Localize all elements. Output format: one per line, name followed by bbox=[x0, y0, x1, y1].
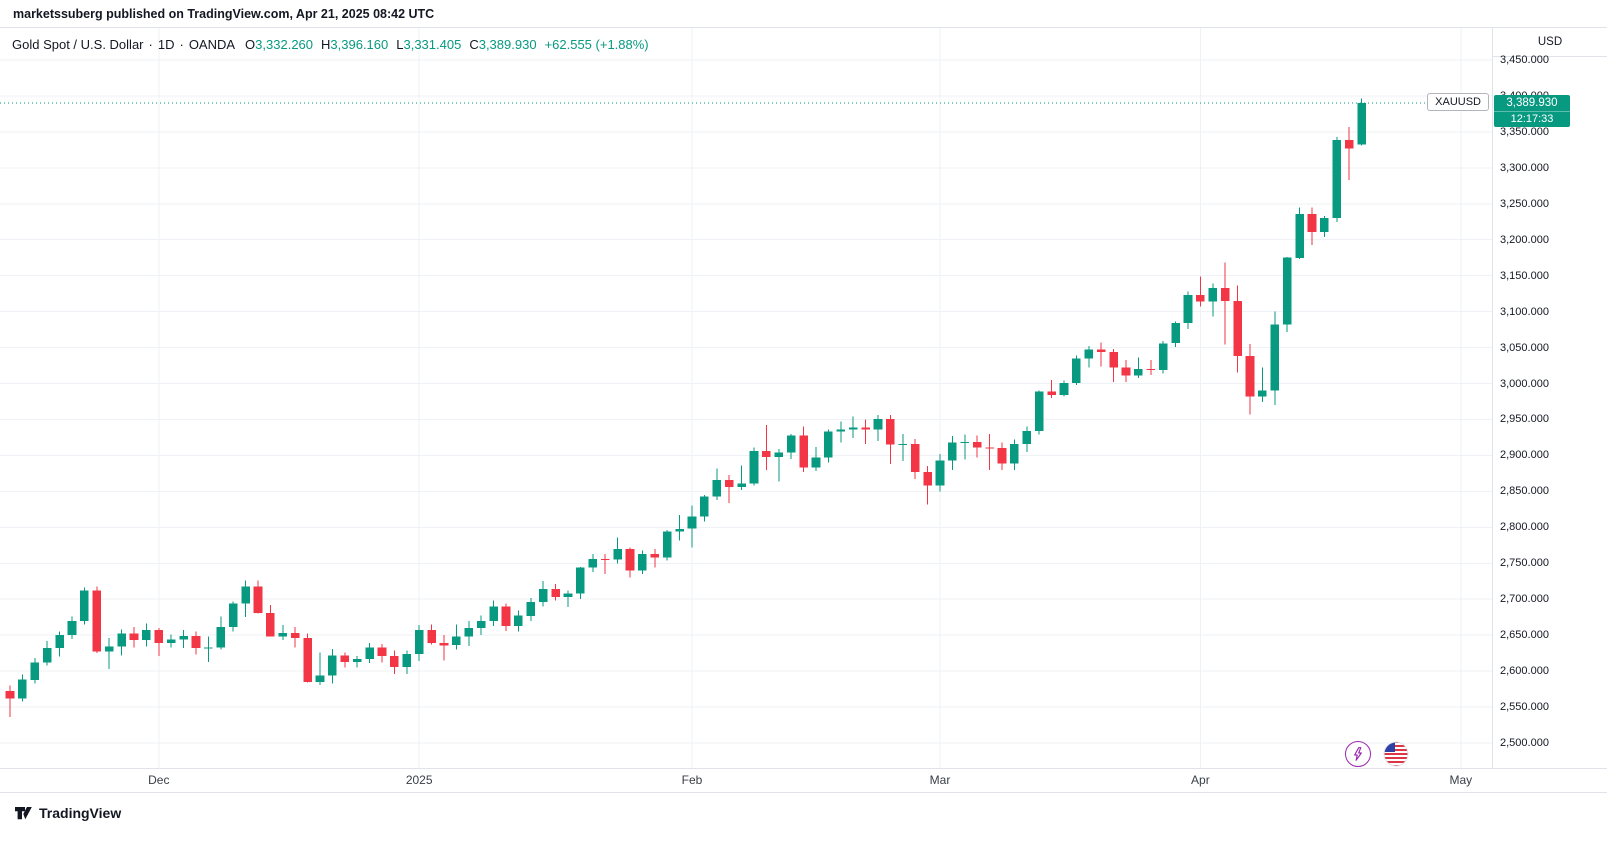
close-value: C3,389.930 bbox=[469, 37, 537, 52]
price-axis[interactable]: USD 3,450.0003,400.0003,350.0003,300.000… bbox=[1492, 28, 1607, 792]
tradingview-logo-icon bbox=[15, 807, 32, 820]
price-axis-label: 2,550.000 bbox=[1500, 701, 1549, 714]
time-axis[interactable]: Dec 2025 Feb Mar Apr May bbox=[0, 768, 1607, 792]
time-axis-label: Mar bbox=[929, 773, 951, 787]
price-axis-label: 2,950.000 bbox=[1500, 413, 1549, 426]
brand-text: TradingView bbox=[39, 804, 122, 821]
price-axis-label: 2,700.000 bbox=[1500, 593, 1549, 606]
exchange-label: OANDA bbox=[188, 37, 236, 52]
time-axis-labels: Dec 2025 Feb Mar Apr May bbox=[0, 769, 1492, 793]
interval-label: 1D bbox=[157, 37, 175, 52]
low-value: L3,331.405 bbox=[396, 37, 462, 52]
legend-separator: · bbox=[148, 37, 153, 52]
price-axis-label: 2,650.000 bbox=[1500, 629, 1549, 642]
price-axis-label: 2,850.000 bbox=[1500, 485, 1549, 498]
footer-bar: TradingView bbox=[0, 792, 1607, 849]
price-axis-label: 2,750.000 bbox=[1500, 557, 1549, 570]
event-markers bbox=[1345, 741, 1409, 767]
lightning-bolt-icon bbox=[1354, 747, 1362, 761]
price-axis-label: 3,350.000 bbox=[1500, 125, 1549, 138]
us-flag-icon[interactable] bbox=[1383, 741, 1409, 767]
symbol-title: Gold Spot / U.S. Dollar bbox=[12, 37, 144, 52]
price-axis-labels: 3,450.0003,400.0003,350.0003,300.0003,25… bbox=[1493, 28, 1607, 792]
symbol-price-line-badge: XAUUSD bbox=[1427, 93, 1489, 111]
price-axis-label: 3,450.000 bbox=[1500, 54, 1549, 66]
change-value: +62.555 (+1.88%) bbox=[544, 37, 649, 52]
time-axis-label: Feb bbox=[681, 773, 703, 787]
time-axis-label: Dec bbox=[148, 773, 170, 787]
price-axis-label: 3,100.000 bbox=[1500, 305, 1549, 318]
price-axis-label: 2,500.000 bbox=[1500, 737, 1549, 749]
price-axis-label: 2,600.000 bbox=[1500, 665, 1549, 678]
open-value: O3,332.260 bbox=[245, 37, 314, 52]
price-axis-label: 3,300.000 bbox=[1500, 161, 1549, 174]
bar-countdown: 12:17:33 bbox=[1494, 111, 1570, 127]
candlestick-chart[interactable] bbox=[0, 28, 1492, 768]
last-price-value: 3,389.930 bbox=[1494, 95, 1570, 111]
currency-unit-label: USD bbox=[1493, 28, 1607, 57]
last-price-tag: 3,389.930 12:17:33 bbox=[1494, 95, 1570, 127]
ohlc-readout: O3,332.260 H3,396.160 L3,331.405 C3,389.… bbox=[245, 37, 649, 52]
price-axis-label: 3,050.000 bbox=[1500, 341, 1549, 354]
flash-event-icon[interactable] bbox=[1345, 741, 1371, 767]
price-axis-label: 3,150.000 bbox=[1500, 269, 1549, 282]
price-axis-label: 2,900.000 bbox=[1500, 449, 1549, 462]
tradingview-brand[interactable]: TradingView bbox=[14, 803, 121, 822]
price-axis-label: 3,250.000 bbox=[1500, 197, 1549, 210]
time-axis-label: Apr bbox=[1191, 773, 1210, 787]
symbol-legend[interactable]: Gold Spot / U.S. Dollar · 1D · OANDA O3,… bbox=[12, 37, 649, 52]
time-axis-label: 2025 bbox=[405, 773, 433, 787]
price-axis-label: 3,000.000 bbox=[1500, 377, 1549, 390]
time-axis-label: May bbox=[1449, 773, 1473, 787]
chart-canvas[interactable]: Gold Spot / U.S. Dollar · 1D · OANDA O3,… bbox=[0, 28, 1492, 768]
high-value: H3,396.160 bbox=[321, 37, 389, 52]
price-axis-label: 3,200.000 bbox=[1500, 233, 1549, 246]
us-flag-glyph bbox=[1383, 741, 1409, 767]
price-axis-label: 2,800.000 bbox=[1500, 521, 1549, 534]
attribution-bar[interactable]: marketssuberg published on TradingView.c… bbox=[0, 0, 1607, 28]
legend-separator: · bbox=[179, 37, 184, 52]
